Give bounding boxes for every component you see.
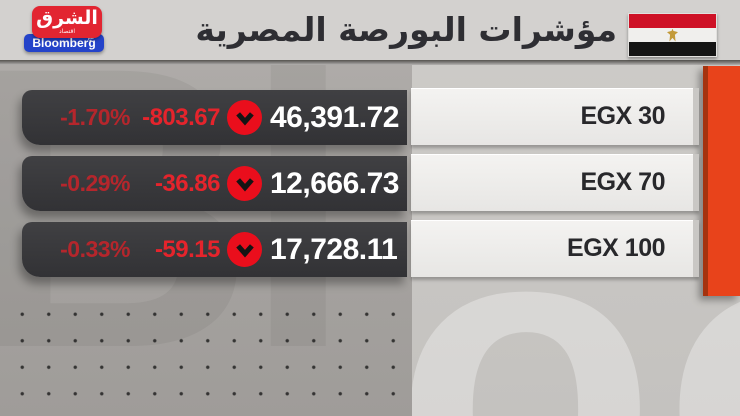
chevron-down-icon bbox=[235, 243, 254, 257]
change-percent: -0.29% bbox=[60, 170, 130, 196]
index-name-panel: EGX 30 bbox=[411, 88, 699, 145]
header-divider bbox=[0, 60, 740, 65]
flag-white-stripe bbox=[629, 28, 716, 42]
index-name-panel: EGX 70 bbox=[411, 154, 699, 211]
bloomberg-logo-text: Bloomberg bbox=[32, 36, 96, 50]
change-percent: -0.33% bbox=[60, 236, 130, 262]
change-percent: -1.70% bbox=[60, 104, 130, 130]
asharq-logo: الشرق اقتصاد bbox=[32, 6, 102, 38]
down-arrow-badge bbox=[227, 100, 262, 135]
down-arrow-badge bbox=[227, 232, 262, 267]
accent-bar bbox=[703, 66, 740, 296]
index-name: EGX 30 bbox=[580, 102, 665, 130]
chevron-down-icon bbox=[235, 111, 254, 125]
flag-red-stripe bbox=[629, 14, 716, 28]
index-value: 17,728.11 bbox=[270, 232, 398, 266]
index-data-panel: -0.33% -59.15 17,728.11 bbox=[22, 222, 407, 277]
index-value: 46,391.72 bbox=[270, 100, 399, 134]
flag-black-stripe bbox=[629, 42, 716, 56]
chevron-down-icon bbox=[235, 177, 254, 191]
eagle-emblem-icon bbox=[667, 28, 678, 42]
dot-grid bbox=[0, 296, 414, 416]
change-value: -803.67 bbox=[142, 103, 220, 131]
index-value: 12,666.73 bbox=[270, 166, 399, 200]
index-name: EGX 100 bbox=[567, 234, 665, 262]
down-arrow-badge bbox=[227, 166, 262, 201]
index-data-panel: -1.70% -803.67 46,391.72 bbox=[22, 90, 407, 145]
index-name: EGX 70 bbox=[580, 168, 665, 196]
asharq-bloomberg-logo: الشرق اقتصاد مع Bloomberg bbox=[24, 6, 108, 52]
page-title: مؤشرات البورصة المصرية bbox=[195, 10, 618, 49]
index-data-panel: -0.29% -36.86 12,666.73 bbox=[22, 156, 407, 211]
change-value: -59.15 bbox=[154, 235, 221, 263]
asharq-logo-text: الشرق bbox=[36, 7, 98, 29]
index-name-panel: EGX 100 bbox=[411, 220, 699, 277]
asharq-logo-subtext: اقتصاد bbox=[58, 28, 76, 35]
egypt-flag-icon bbox=[628, 13, 717, 57]
change-value: -36.86 bbox=[154, 169, 221, 197]
